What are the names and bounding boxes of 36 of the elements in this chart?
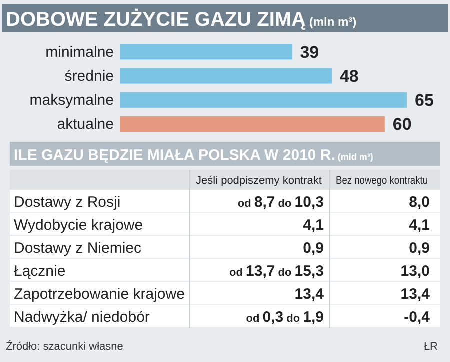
text: 8,0 <box>409 194 430 211</box>
y-tick-label: minimalne <box>46 44 114 61</box>
text: od 8,7 do 10,3 <box>238 194 324 211</box>
data-label: 39 <box>300 42 320 62</box>
text: 13,4 <box>400 286 431 303</box>
text: ŁR <box>424 341 438 353</box>
bar <box>120 116 385 132</box>
text: Jeśli podpiszemy kontrakt <box>196 175 322 187</box>
text: ILE GAZU BĘDZIE MIAŁA POLSKA W 2010 R. (mld m³) <box>14 147 374 164</box>
category-label: Wydobycie krajowe <box>14 217 144 234</box>
bar <box>120 92 407 108</box>
text: Źródło: szacunki własne <box>6 340 124 353</box>
data-label: 65 <box>415 91 434 110</box>
data-label: 60 <box>392 115 412 134</box>
text: 0,9 <box>303 240 324 257</box>
category-label: Łącznie <box>14 263 66 280</box>
text: Bez nowego kontraktu <box>336 175 445 187</box>
bar <box>120 68 332 84</box>
category-label: Dostawy z Rosji <box>14 194 121 211</box>
text: -0,4 <box>404 309 431 326</box>
text: 13,0 <box>400 263 430 280</box>
text: od 0,3 do 1,9 <box>246 309 324 326</box>
bar <box>120 44 292 60</box>
text: od 13,7 do 15,3 <box>230 263 324 280</box>
data-label: 48 <box>340 66 359 86</box>
y-tick-label: aktualne <box>57 116 114 134</box>
text: 4,1 <box>303 217 324 234</box>
y-tick-label: maksymalne <box>30 92 114 110</box>
text: 13,4 <box>294 286 325 303</box>
text: 4,1 <box>409 217 430 234</box>
y-tick-label: średnie <box>64 68 114 85</box>
chart-title: DOBOWE ZUŻYCIE GAZU ZIMĄ (mln m³) <box>6 8 357 31</box>
text: 0,9 <box>409 240 430 257</box>
category-label: Nadwyżka/ niedobór <box>14 309 150 326</box>
category-label: Dostawy z Niemiec <box>14 240 142 257</box>
category-label: Zapotrzebowanie krajowe <box>14 286 185 303</box>
